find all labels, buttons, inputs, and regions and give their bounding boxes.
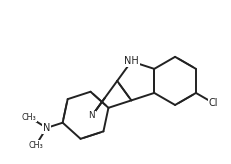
Text: CH₃: CH₃ [22, 113, 36, 122]
Text: NH: NH [123, 56, 138, 66]
Text: N: N [88, 112, 94, 121]
Text: Cl: Cl [208, 98, 217, 108]
Text: CH₃: CH₃ [28, 141, 43, 150]
Text: N: N [43, 123, 50, 133]
